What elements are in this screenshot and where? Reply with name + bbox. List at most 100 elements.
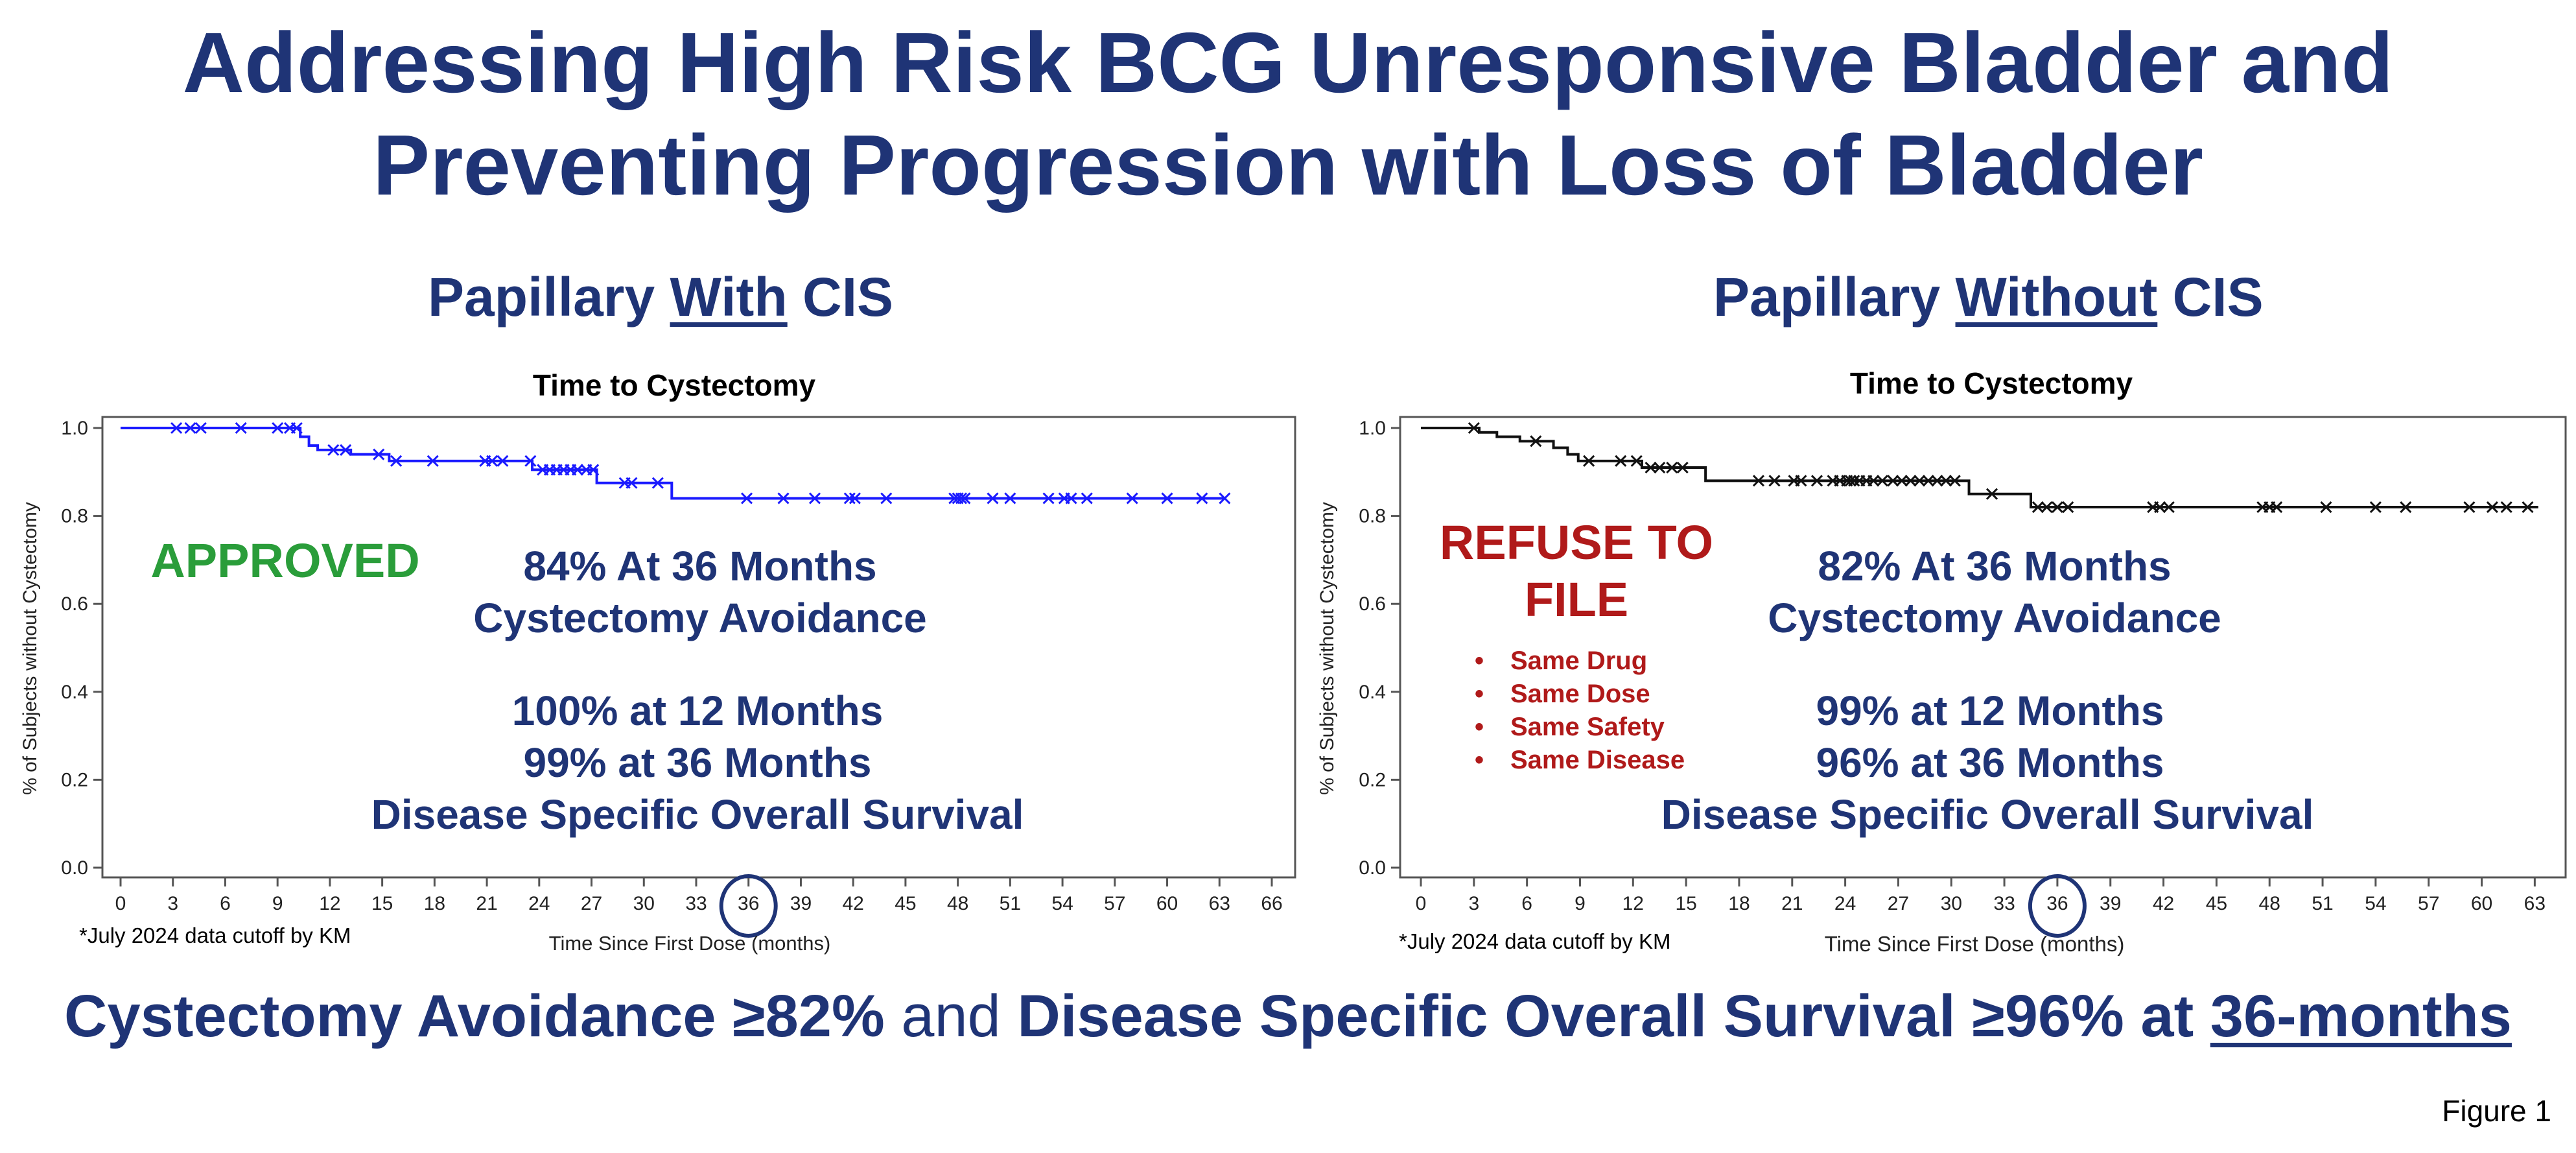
x-tick-label: 9	[272, 893, 283, 914]
bullet-item: Same Dose	[1510, 680, 1650, 708]
censor-mark	[1876, 475, 1888, 487]
censor-mark	[524, 455, 537, 467]
survival-step-line	[121, 427, 1227, 500]
x-tick-label: 18	[424, 893, 445, 914]
censor-mark	[235, 422, 247, 434]
x-tick-label: 21	[476, 893, 497, 914]
censor-mark	[2271, 501, 2283, 514]
censor-mark	[777, 492, 790, 505]
censor-mark	[272, 422, 284, 434]
bullet-dot: •	[1475, 680, 1484, 708]
censor-mark	[955, 492, 968, 505]
left-heading-underlined: With	[670, 267, 788, 327]
right-heading-post: CIS	[2157, 267, 2264, 327]
y-tick-label: 0.6	[1359, 593, 1386, 615]
left-panel-heading: Papillary With CIS	[428, 266, 893, 329]
censor-mark	[987, 492, 999, 505]
y-tick-label: 0.8	[61, 506, 88, 527]
censor-mark	[1468, 422, 1480, 434]
left-x-axis-label: Time Since First Dose (months)	[549, 932, 831, 955]
censor-mark	[2500, 501, 2512, 514]
footer-survival-text: Disease Specific Overall Survival ≥96% a…	[1017, 983, 2210, 1049]
right-footnote: *July 2024 data cutoff by KM	[1399, 929, 1670, 953]
censor-mark	[1795, 475, 1807, 487]
censor-mark	[2162, 501, 2175, 514]
right-heading-underlined: Without	[1955, 267, 2158, 327]
censor-mark	[587, 464, 600, 476]
censor-mark	[427, 455, 439, 467]
right-heading-pre: Papillary	[1713, 267, 1956, 327]
censor-mark	[959, 492, 971, 505]
x-tick-label: 27	[581, 893, 602, 914]
censor-mark	[486, 455, 498, 467]
censor-mark	[1887, 475, 1899, 487]
censor-mark	[1081, 492, 1093, 505]
y-tick-label: 0.2	[61, 769, 88, 790]
left-stat-cystectomy-line1: 84% At 36 Months	[523, 543, 876, 589]
censor-mark	[651, 477, 664, 489]
right-stat-cystectomy-line2: Cystectomy Avoidance	[1768, 595, 2221, 641]
slide-title-line-2: Preventing Progression with Loss of Blad…	[373, 117, 2203, 213]
right-bullet-list: • Same Drug • Same Dose • Same Safety • …	[1475, 647, 1685, 774]
censor-mark	[1768, 475, 1781, 487]
censor-mark	[1630, 455, 1643, 467]
summary-footer: Cystectomy Avoidance ≥82% and Disease Sp…	[0, 982, 2576, 1051]
highlight-circle	[2028, 874, 2087, 938]
y-tick-label: 1.0	[61, 418, 88, 439]
footer-cystectomy-text: Cystectomy Avoidance ≥82%	[64, 983, 885, 1049]
left-chart-title: Time to Cystectomy	[533, 368, 816, 402]
left-stat-survival-line1: 100% at 12 Months	[512, 687, 884, 734]
censor-mark	[1126, 492, 1138, 505]
x-tick-label: 33	[1993, 893, 2015, 914]
y-tick-label: 1.0	[1359, 418, 1386, 439]
censor-mark	[2522, 501, 2534, 514]
left-heading-pre: Papillary	[428, 267, 670, 327]
censor-mark	[2463, 501, 2476, 514]
right-stat-survival-line1: 99% at 12 Months	[1816, 687, 2164, 734]
censor-mark	[1914, 475, 1926, 487]
highlight-circle	[719, 874, 778, 938]
censor-mark	[1848, 475, 1860, 487]
censor-mark	[1065, 492, 1077, 505]
right-stat-survival-line3: Disease Specific Overall Survival	[1661, 791, 2314, 838]
censor-mark	[1985, 488, 1998, 500]
censor-mark	[497, 455, 509, 467]
right-status-line2: FILE	[1525, 573, 1628, 626]
censor-mark	[1196, 492, 1208, 505]
censor-mark	[1949, 475, 1961, 487]
x-tick-label: 30	[633, 893, 655, 914]
bullet-dot: •	[1475, 647, 1484, 675]
x-tick-label: 0	[115, 893, 126, 914]
y-tick-label: 0.8	[1359, 506, 1386, 527]
y-tick-label: 0.0	[61, 857, 88, 879]
x-tick-label: 54	[2365, 893, 2386, 914]
x-tick-label: 12	[319, 893, 340, 914]
x-tick-label: 9	[1575, 893, 1586, 914]
slide-title-line-1: Addressing High Risk BCG Unresponsive Bl…	[182, 15, 2394, 110]
right-y-axis: 0.0 0.2 0.4 0.6 0.8 1.0	[1359, 418, 1400, 879]
x-tick-label: 3	[1468, 893, 1479, 914]
left-y-axis-label: % of Subjects without Cystectomy	[19, 502, 41, 795]
censor-mark	[1895, 475, 1908, 487]
censor-mark	[626, 477, 638, 489]
censor-mark	[808, 492, 821, 505]
censor-mark	[2369, 501, 2382, 514]
right-plot-frame	[1399, 416, 2567, 879]
x-tick-label: 45	[2206, 893, 2227, 914]
right-x-axis-label: Time Since First Dose (months)	[1825, 932, 2125, 956]
censor-mark	[1004, 492, 1016, 505]
censor-mark	[849, 492, 861, 505]
right-chart-title: Time to Cystectomy	[1850, 366, 2133, 400]
left-heading-post: CIS	[787, 267, 894, 327]
x-tick-label: 36	[2046, 893, 2068, 914]
censor-mark	[1645, 461, 1657, 474]
x-tick-label: 66	[1261, 893, 1282, 914]
figure-label: Figure 1	[2442, 1094, 2551, 1128]
x-tick-label: 63	[2524, 893, 2546, 914]
right-y-axis-label: % of Subjects without Cystectomy	[1317, 502, 1338, 795]
censor-mark	[2320, 501, 2332, 514]
left-footnote: *July 2024 data cutoff by KM	[79, 923, 351, 947]
survival-step-line	[1421, 427, 2538, 509]
censor-mark	[843, 492, 856, 505]
x-tick-label: 3	[167, 893, 178, 914]
